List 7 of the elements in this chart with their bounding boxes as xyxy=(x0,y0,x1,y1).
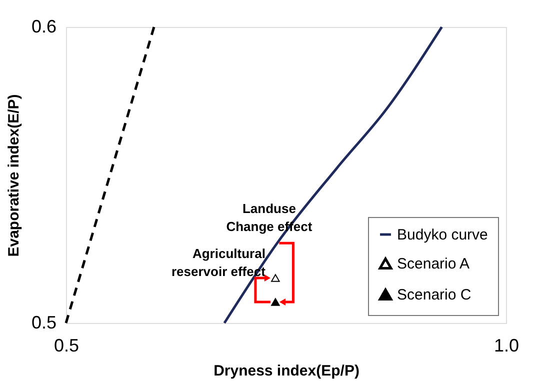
y-tick-label: 0.6 xyxy=(31,16,56,36)
legend-label: Budyko curve xyxy=(397,226,488,244)
legend-label: Scenario A xyxy=(397,256,470,272)
legend-label: Scenario C xyxy=(397,286,472,304)
x-tick-label: 1.0 xyxy=(494,336,520,356)
x-axis-title: Dryness index(Ep/P) xyxy=(214,362,360,380)
y-axis-title: Evaporative index(E/P) xyxy=(5,94,22,257)
